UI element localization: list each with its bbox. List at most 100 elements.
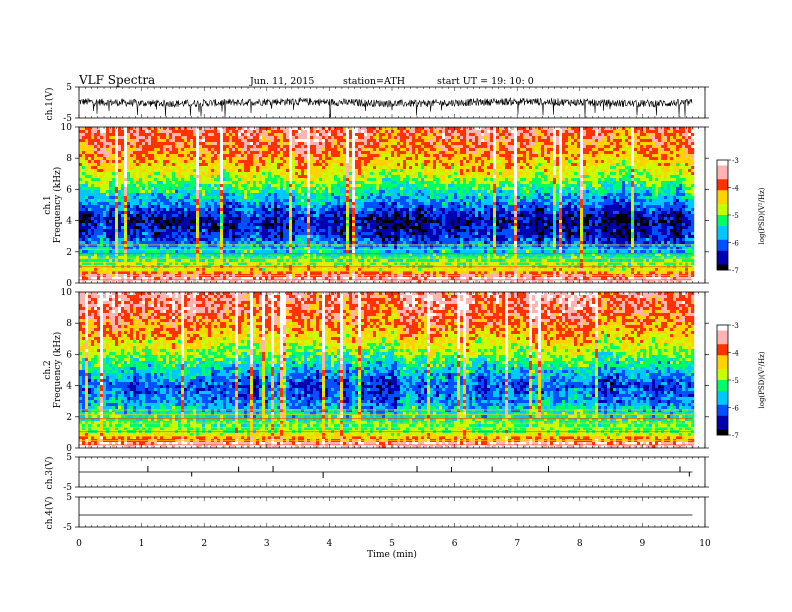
ch1-spec-cell: [124, 181, 128, 185]
ch1-spec-cell: [310, 154, 314, 158]
ch1-spec-cell: [115, 235, 119, 239]
ch1-spec-cell: [118, 163, 122, 167]
ch1-spec-cell: [142, 196, 146, 200]
ch1-spec-cell: [91, 175, 95, 179]
ch1-spec-cell: [151, 259, 155, 263]
ch1-spec-cell: [190, 268, 194, 272]
ch1-spec-cell: [190, 217, 194, 221]
ch1-spec-cell: [184, 157, 188, 161]
ch1-spec-cell: [307, 211, 311, 215]
ch1-spec-cell: [142, 214, 146, 218]
ch1-spec-cell: [229, 268, 233, 272]
ch1-spec-cell: [322, 223, 326, 227]
ch1-spec-cell: [202, 178, 206, 182]
ch1-spec-cell: [268, 259, 272, 263]
ch1-spec-cell: [337, 208, 341, 212]
ch1-spec-cell: [196, 229, 200, 233]
ch1-spec-cell: [241, 223, 245, 227]
ch1-spec-cell: [265, 157, 269, 161]
ch1-spec-cell: [118, 157, 122, 161]
ch1-spec-cell: [226, 181, 230, 185]
ch1-spec-cell: [130, 130, 134, 134]
ch1-spec-cell: [82, 217, 86, 221]
ch1-spec-cell: [181, 235, 185, 239]
ch1-spec-cell: [241, 220, 245, 224]
ch1-spec-cell: [271, 154, 275, 158]
ch1-spec-cell: [181, 160, 185, 164]
ch1-ytick-label-1: -5: [63, 114, 72, 124]
ch1-spec-cell: [94, 163, 98, 167]
ch1-spec-cell: [349, 211, 353, 215]
ch1-spec-cell: [286, 190, 290, 194]
ch1-spec-cell: [145, 238, 149, 242]
ch1-spec-cell: [325, 229, 329, 233]
ch1-spec-cell: [136, 166, 140, 170]
ch1-spec-cell: [169, 154, 173, 158]
ch1-spec-cell: [274, 253, 278, 257]
ch1-spec-cell: [253, 277, 257, 281]
ch1-spec-cell: [319, 202, 323, 206]
ch1-spec-cell: [250, 130, 254, 134]
ch1-spec-cell: [199, 151, 203, 155]
ch1-spec-cell: [349, 250, 353, 254]
ch1-spec-cell: [226, 157, 230, 161]
ch1-spec-cell: [100, 190, 104, 194]
ch1-spec-cell: [223, 232, 227, 236]
ch1-spec-cell: [163, 268, 167, 272]
ch1-spec-cell: [169, 223, 173, 227]
ch1-spec-cell: [139, 127, 143, 131]
ch1-spec-cell: [331, 271, 335, 275]
ch1-spec-cell: [259, 169, 263, 173]
ch1-spec-cell: [100, 151, 104, 155]
ch1-spec-cell: [103, 226, 107, 230]
ch1-spec-cell: [310, 259, 314, 263]
ch1-spec-cell: [181, 211, 185, 215]
ch1-spec-cell: [190, 271, 194, 275]
ch1-spec-cell: [235, 172, 239, 176]
ch1-spec-cell: [295, 145, 299, 149]
ch1-spec-cell: [346, 172, 350, 176]
ch1-spec-cell: [268, 211, 272, 215]
ch1-spec-cell: [295, 253, 299, 257]
ch1-spec-cell: [265, 196, 269, 200]
ch1-spec-cell: [133, 271, 137, 275]
ch1-spec-cell: [151, 226, 155, 230]
ch1-spec-cell: [136, 235, 140, 239]
ch1-spec-cell: [124, 208, 128, 212]
ch1-spec-cell: [112, 226, 116, 230]
ch1-spec-cell: [214, 220, 218, 224]
ch1-spec-cell: [148, 238, 152, 242]
ch1-spec-cell: [244, 169, 248, 173]
ch1-spec-cell: [334, 241, 338, 245]
ch1-spec-cell: [307, 178, 311, 182]
ch1-spec-cell: [169, 130, 173, 134]
ch1-spec-cell: [307, 205, 311, 209]
ch1-spec-cell: [145, 142, 149, 146]
ch1-spec-cell: [196, 160, 200, 164]
ch1-spec-cell: [316, 247, 320, 251]
ch1-spec-cell: [334, 220, 338, 224]
ch1-spec-cell: [238, 196, 242, 200]
ch1-spec-cell: [112, 190, 116, 194]
ch1-spec-cell: [268, 136, 272, 140]
ch1-spec-cell: [181, 268, 185, 272]
ch1-spec-cell: [160, 184, 164, 188]
ch1-spec-cell: [283, 193, 287, 197]
ch1-spec-cell: [193, 271, 197, 275]
ch1-spec-cell: [145, 175, 149, 179]
ch1-spec-cell: [190, 160, 194, 164]
ch1-spec-cell: [259, 259, 263, 263]
ch1-spec-cell: [184, 190, 188, 194]
ch1-spec-cell: [235, 250, 239, 254]
ch1-spec-cell: [82, 205, 86, 209]
ch1-spec-cell: [205, 166, 209, 170]
ch1-spec-cell: [298, 211, 302, 215]
ch1-spec-cell: [199, 130, 203, 134]
ch1-spec-cell: [286, 160, 290, 164]
ch1-spec-cell: [262, 250, 266, 254]
ch1-spec-cell: [262, 139, 266, 143]
ch1-spec-cell: [106, 142, 110, 146]
ch1-spec-cell: [142, 280, 146, 284]
ch1-spec-cell: [178, 151, 182, 155]
ch1-spec-cell: [148, 151, 152, 155]
